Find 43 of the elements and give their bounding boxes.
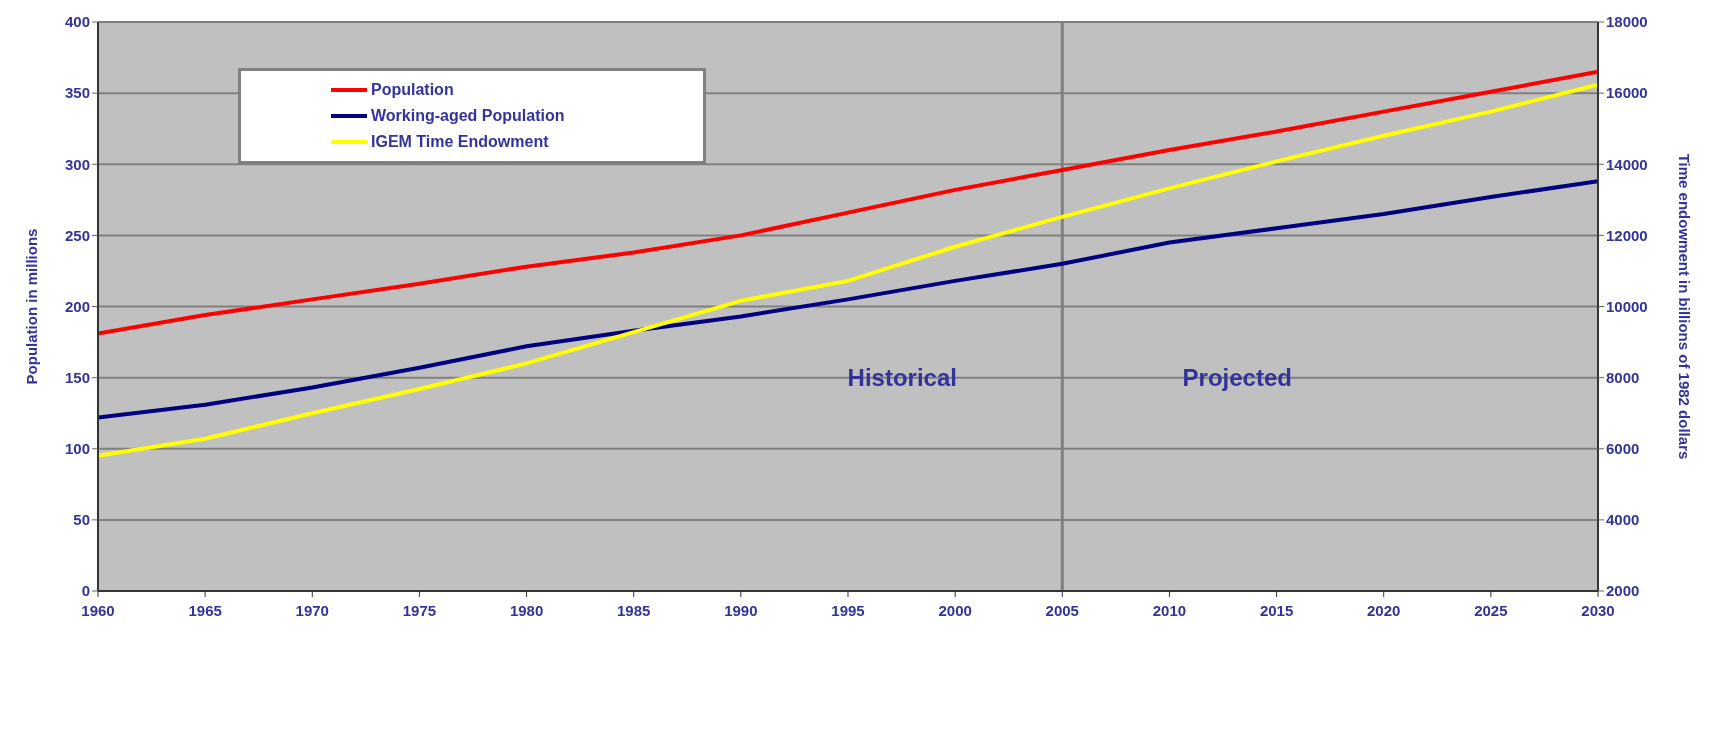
x-tick-label: 1985 <box>617 601 651 619</box>
x-tick-label: 1975 <box>402 601 437 619</box>
y2-tick-label: 10000 <box>1606 297 1648 315</box>
y2-tick-label: 8000 <box>1606 368 1640 386</box>
y-axis-title: Population in millions <box>23 228 41 385</box>
x-tick-label: 2015 <box>1259 601 1294 619</box>
x-tick-label: 1990 <box>724 601 758 619</box>
y-tick-label: 50 <box>73 511 90 529</box>
x-tick-label: 2025 <box>1474 601 1508 619</box>
y-tick-label: 400 <box>64 13 90 31</box>
y2-tick-label: 4000 <box>1606 511 1640 529</box>
line-series <box>98 82 1598 458</box>
y2-tick-label: 6000 <box>1606 440 1640 458</box>
legend-label: Working-aged Population <box>371 107 565 125</box>
line-series <box>98 179 1598 420</box>
annotation: Projected <box>1182 364 1292 392</box>
y2-tick-label: 12000 <box>1606 226 1648 244</box>
line-series <box>98 69 1598 336</box>
x-tick-label: 2000 <box>938 601 972 619</box>
x-tick-label: 2005 <box>1045 601 1079 619</box>
y2-tick-label: 18000 <box>1606 13 1648 31</box>
y-tick-label: 250 <box>64 226 90 244</box>
y2-tick-label: 14000 <box>1606 155 1648 173</box>
legend-label: Population <box>371 81 454 99</box>
x-tick-label: 1980 <box>509 601 544 619</box>
x-tick-label: 2010 <box>1152 601 1187 619</box>
x-tick-label: 1965 <box>188 601 222 619</box>
x-tick-label: 2030 <box>1581 601 1615 619</box>
y-tick-label: 300 <box>64 155 90 173</box>
y-tick-label: 150 <box>64 368 90 386</box>
y-tick-label: 100 <box>64 440 90 458</box>
y2-axis-title: Time endowment in billions of 1982 dollars <box>1675 153 1693 460</box>
x-tick-label: 1960 <box>81 601 115 619</box>
y-tick-label: 0 <box>81 582 90 600</box>
x-tick-label: 1995 <box>831 601 865 619</box>
legend-label: IGEM Time Endowment <box>371 133 549 151</box>
x-tick-label: 2020 <box>1367 601 1401 619</box>
y2-tick-label: 2000 <box>1606 582 1640 600</box>
y-tick-label: 350 <box>64 84 90 102</box>
y2-tick-label: 16000 <box>1606 84 1648 102</box>
y-tick-label: 200 <box>64 297 90 315</box>
annotation: Historical <box>847 364 957 392</box>
x-tick-label: 1970 <box>295 601 329 619</box>
